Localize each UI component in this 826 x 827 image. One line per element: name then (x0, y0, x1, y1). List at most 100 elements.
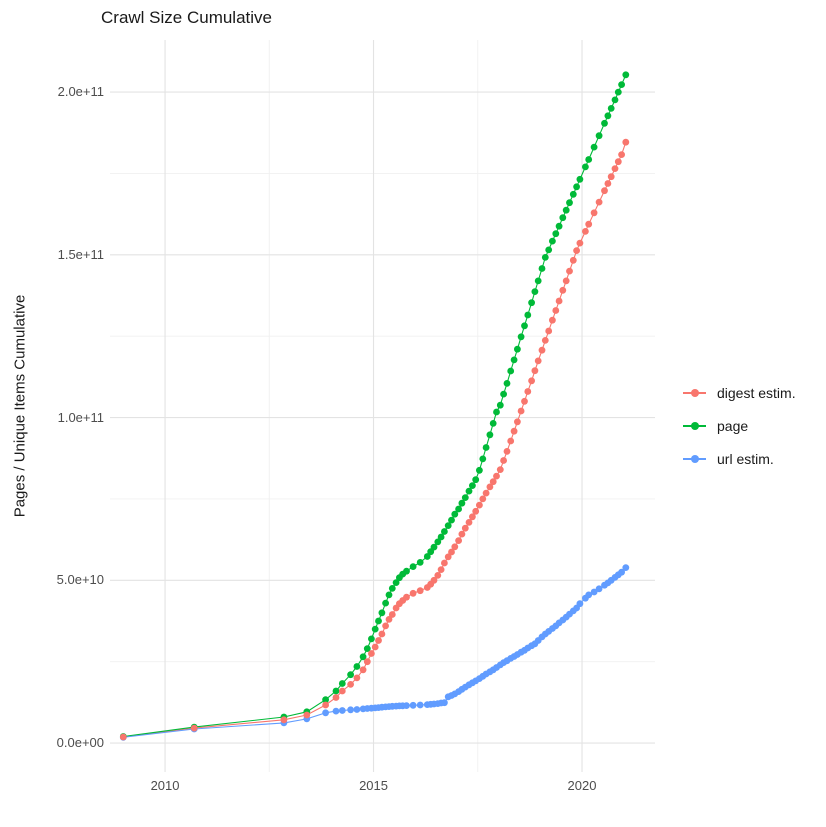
x-tick-label: 2010 (150, 778, 180, 793)
legend-label: page (717, 417, 749, 434)
data-point (472, 476, 480, 484)
chart-title: Crawl Size Cumulative (101, 8, 272, 27)
data-point (595, 132, 603, 140)
data-point (493, 472, 500, 480)
y-tick-label: 2.0e+11 (57, 84, 104, 100)
legend-label: digest estim. (717, 384, 796, 401)
data-point (461, 524, 469, 532)
data-point (338, 707, 346, 714)
data-point (489, 420, 497, 427)
data-point (451, 510, 459, 518)
series-points-page (119, 71, 630, 740)
data-point (618, 568, 625, 576)
data-point (437, 566, 445, 573)
data-point (559, 286, 567, 294)
data-point (280, 716, 288, 724)
data-point (510, 356, 518, 364)
data-point (576, 175, 584, 183)
data-point (338, 687, 346, 695)
data-point (368, 650, 375, 657)
data-point (479, 455, 487, 463)
data-point (441, 559, 448, 567)
data-point (607, 105, 615, 112)
x-tick-label: 2020 (567, 778, 597, 793)
data-point (359, 666, 367, 674)
data-point (371, 625, 379, 633)
data-point (614, 88, 622, 96)
data-point (385, 616, 393, 623)
data-point (385, 591, 393, 599)
data-point (507, 367, 515, 375)
data-point (190, 724, 198, 732)
data-point (347, 681, 354, 688)
data-point (590, 588, 598, 596)
data-point (382, 599, 389, 607)
data-point (338, 680, 346, 687)
data-point (409, 589, 417, 597)
data-point (585, 591, 593, 599)
legend-key-dot (690, 388, 699, 397)
data-point (375, 637, 382, 644)
data-point (601, 187, 608, 195)
data-point (461, 494, 469, 501)
data-point (332, 687, 340, 695)
data-point (576, 600, 584, 608)
data-point (521, 322, 528, 330)
data-point (545, 246, 553, 254)
data-point (378, 609, 386, 617)
data-point (388, 585, 396, 592)
data-point (618, 81, 625, 88)
data-point (392, 579, 400, 586)
data-point (552, 307, 560, 314)
series-line-page (123, 74, 627, 738)
data-point (595, 585, 603, 593)
data-point (476, 466, 483, 474)
data-point (607, 173, 615, 181)
data-point (493, 408, 500, 416)
data-point (582, 228, 589, 235)
data-point (388, 611, 396, 618)
data-point (528, 377, 535, 385)
data-point (562, 277, 570, 285)
data-point (573, 183, 580, 191)
data-point (482, 444, 490, 451)
data-point (444, 522, 452, 529)
data-point (469, 513, 476, 521)
data-point (496, 466, 504, 473)
data-point (353, 706, 361, 713)
data-point (363, 658, 371, 666)
data-point (479, 495, 487, 503)
data-point (416, 559, 424, 566)
data-point (347, 706, 354, 714)
data-point (576, 239, 584, 247)
data-point (441, 699, 448, 707)
data-point (524, 388, 532, 395)
data-point (528, 299, 535, 307)
data-point (403, 567, 410, 575)
data-point (569, 256, 577, 264)
data-point (322, 696, 329, 704)
data-point (347, 671, 354, 679)
legend-key-icon (683, 383, 706, 402)
data-point (482, 489, 490, 497)
data-point (566, 199, 573, 207)
data-point (430, 576, 438, 584)
data-point (538, 265, 546, 272)
data-point (489, 478, 497, 486)
data-point (595, 198, 603, 206)
data-point (622, 138, 630, 146)
data-point (332, 707, 340, 715)
data-point (503, 448, 511, 455)
data-point (622, 564, 630, 571)
series-points-digest-estim- (119, 138, 630, 741)
data-point (590, 209, 598, 217)
data-point (451, 543, 459, 551)
data-point (332, 694, 340, 701)
data-point (500, 457, 507, 464)
legend-key-dot (690, 454, 699, 463)
data-point (303, 711, 311, 719)
y-tick-label: 1.0e+11 (57, 409, 104, 425)
y-tick-label: 5.0e+10 (56, 572, 104, 588)
data-point (353, 663, 361, 670)
